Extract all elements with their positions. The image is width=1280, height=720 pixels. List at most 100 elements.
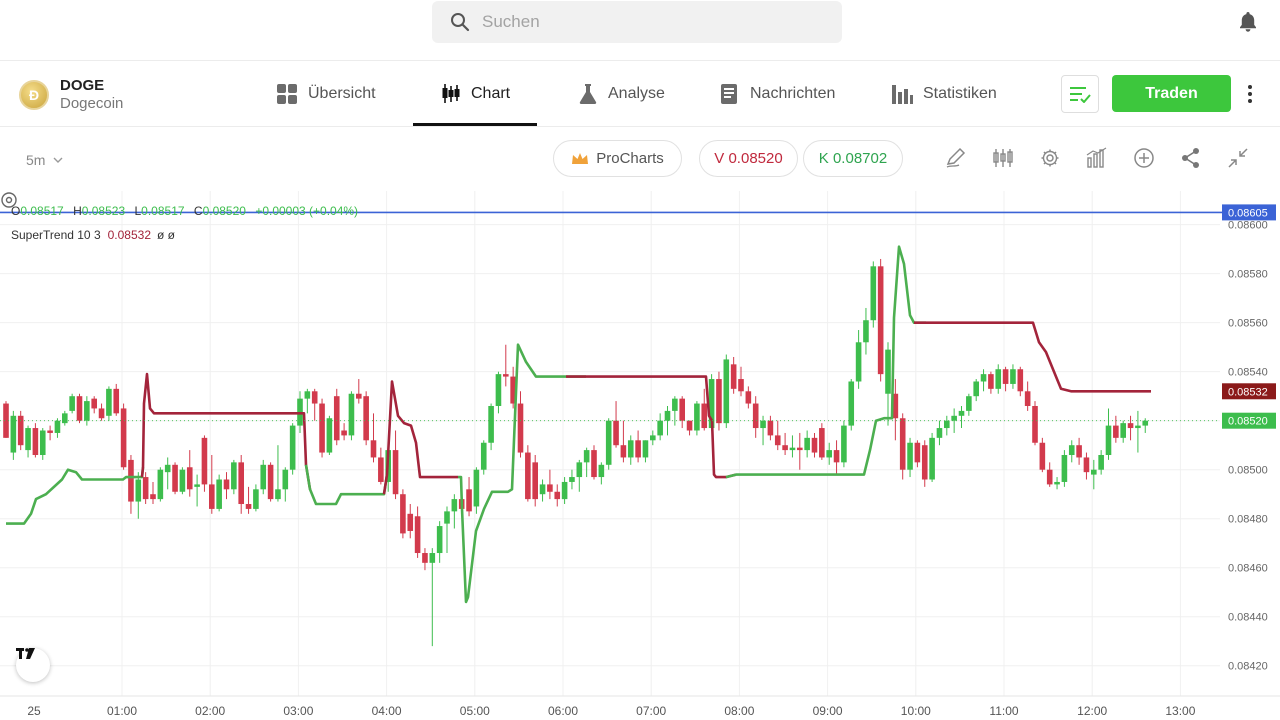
supertrend-line [566, 375, 737, 479]
candle-body [1142, 420, 1149, 426]
x-axis-label: 04:00 [372, 704, 402, 718]
candle-body [870, 266, 877, 321]
add-circle-icon[interactable] [1133, 147, 1155, 169]
interval-selector[interactable]: 5m [26, 152, 63, 168]
gear-icon[interactable] [1039, 147, 1061, 169]
close-value: 0.08520 [202, 204, 246, 218]
candle-body [657, 420, 663, 436]
tab-label: Statistiken [923, 85, 997, 102]
tab-chart[interactable]: Chart [441, 61, 510, 127]
candle-body [789, 447, 796, 451]
tab-overview[interactable]: Übersicht [276, 61, 376, 127]
search-box[interactable] [432, 1, 842, 43]
candle-body [885, 349, 891, 394]
chart-canvas[interactable]: 0.08600 0.08580 0.08560 0.08540 0.08520 0.085… [0, 191, 1280, 720]
price-chart[interactable]: 0.08600 0.08580 0.08560 0.08540 0.08520 0.085… [0, 191, 1280, 720]
tab-news[interactable]: Nachrichten [720, 61, 835, 127]
x-axis-label: 10:00 [901, 704, 931, 718]
candle-body [752, 403, 759, 429]
candle-body [892, 393, 899, 419]
candle-body [245, 504, 252, 509]
candle-body [135, 479, 142, 502]
dogecoin-logo: Ð [19, 80, 49, 110]
candle-body [877, 266, 884, 375]
candle-body [473, 469, 480, 507]
supertrend-line [458, 343, 586, 604]
candle-body [561, 481, 568, 500]
candle-body [113, 388, 120, 414]
chart-settings-icon[interactable] [0, 191, 18, 209]
candle-body [767, 420, 774, 436]
candle-body [995, 369, 1002, 389]
draw-pencil-icon[interactable] [945, 147, 967, 169]
candle-body [1032, 405, 1038, 443]
supertrend-line [6, 467, 145, 525]
y-axis-label: 0.08580 [1228, 269, 1268, 281]
candle-body [797, 447, 803, 451]
x-axis-label: 11:00 [989, 704, 1018, 718]
candle-body [54, 420, 61, 433]
tradingview-logo[interactable] [16, 648, 50, 682]
share-icon[interactable] [1180, 147, 1202, 169]
candle-body [1061, 455, 1068, 482]
candle-body [378, 457, 384, 482]
candle-body [253, 489, 259, 509]
chart-type-candles-icon[interactable] [992, 147, 1014, 169]
candle-body [164, 464, 171, 473]
candle-body [128, 459, 134, 502]
candle-body [1135, 425, 1141, 429]
procharts-label: ProCharts [596, 150, 664, 167]
candle-body [988, 374, 994, 389]
instrument-name: Dogecoin [60, 95, 124, 112]
sell-price-button[interactable]: V 0.08520 [699, 140, 798, 177]
candle-body [480, 442, 487, 470]
candle-body [620, 445, 627, 458]
candle-body [142, 477, 149, 500]
tab-analysis[interactable]: Analyse [578, 61, 665, 127]
candle-body [76, 396, 83, 421]
candle-body [1083, 457, 1090, 473]
tab-label: Chart [471, 85, 511, 102]
candle-body [289, 425, 296, 470]
y-axis-label: 0.08540 [1228, 367, 1268, 379]
y-axis-label: 0.08480 [1228, 514, 1268, 526]
candlestick-icon [442, 84, 460, 103]
supertrend-line [304, 464, 389, 506]
candle-body [1127, 423, 1134, 429]
candle-body [172, 464, 178, 492]
candle-body [517, 403, 524, 453]
supertrend-line [725, 245, 926, 479]
candle-body [554, 491, 561, 500]
bar-chart-icon [892, 85, 913, 104]
candle-body [694, 403, 700, 431]
candle-body [98, 408, 105, 419]
candle-body [899, 418, 906, 470]
trade-button[interactable]: Traden [1112, 75, 1231, 112]
tab-statistics[interactable]: Statistiken [891, 61, 997, 127]
candle-body [304, 391, 311, 399]
x-axis-label: 25 [27, 704, 41, 718]
candle-body [275, 489, 281, 500]
top-bar [0, 0, 1280, 61]
candle-body [466, 489, 472, 512]
more-options-icon[interactable] [1240, 81, 1260, 107]
candle-body [326, 418, 333, 453]
bell-icon[interactable] [1236, 10, 1260, 34]
indicators-icon[interactable] [1086, 147, 1108, 169]
search-input[interactable] [482, 12, 782, 32]
candle-body [745, 391, 752, 404]
candle-body [591, 450, 597, 478]
candle-body [209, 484, 215, 509]
watchlist-button[interactable] [1061, 75, 1099, 113]
buy-price-button[interactable]: K 0.08702 [803, 140, 903, 177]
candle-body [356, 393, 362, 399]
supertrend-legend[interactable]: SuperTrend 10 3 0.08532 ø ø [11, 228, 175, 242]
collapse-icon[interactable] [1227, 147, 1249, 169]
candle-body [84, 401, 90, 421]
candle-body [157, 469, 164, 500]
candle-body [62, 413, 68, 424]
procharts-button[interactable]: ProCharts [553, 140, 682, 177]
candle-body [1091, 469, 1097, 475]
candle-body [672, 398, 678, 411]
candle-body [319, 403, 325, 453]
